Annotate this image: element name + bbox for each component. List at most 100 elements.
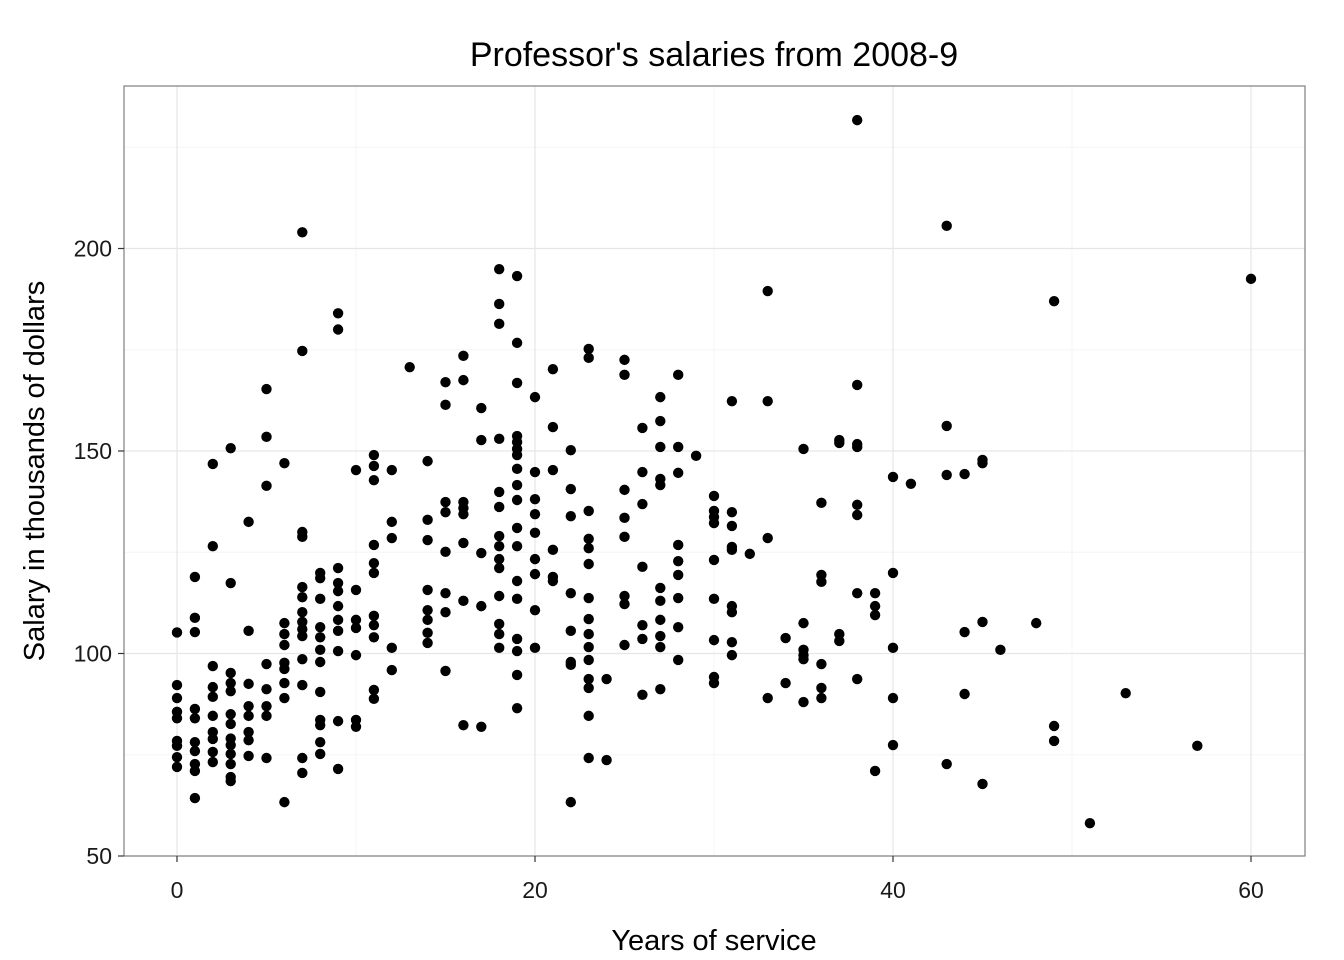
data-point <box>332 614 344 626</box>
data-point <box>887 692 899 704</box>
data-point <box>673 569 684 581</box>
data-point <box>977 457 988 469</box>
data-point <box>458 374 469 386</box>
data-point <box>189 792 201 804</box>
data-point <box>350 721 362 733</box>
data-point <box>852 587 863 599</box>
data-point <box>189 612 201 624</box>
data-point <box>601 673 612 685</box>
data-point <box>422 604 433 616</box>
data-point <box>529 466 541 478</box>
data-point <box>511 479 523 491</box>
data-point <box>565 796 576 808</box>
data-point <box>297 630 308 642</box>
data-point <box>708 517 720 529</box>
data-point <box>869 765 881 777</box>
data-point <box>673 539 684 551</box>
data-point <box>368 567 380 579</box>
data-point <box>529 604 541 616</box>
data-point <box>279 457 290 469</box>
data-point <box>315 593 326 605</box>
data-point <box>941 420 952 432</box>
data-point <box>511 494 523 506</box>
data-point <box>440 496 451 508</box>
data-point <box>332 585 344 597</box>
data-point <box>655 614 666 626</box>
data-point <box>261 710 272 722</box>
data-point <box>225 577 236 589</box>
data-point <box>440 587 451 599</box>
data-point <box>726 395 738 407</box>
data-point <box>583 505 594 517</box>
data-point <box>959 468 970 480</box>
data-point <box>547 544 559 556</box>
data-point <box>869 587 881 599</box>
data-point <box>619 369 630 381</box>
data-point <box>619 531 630 543</box>
data-point <box>726 506 738 518</box>
data-point <box>852 441 863 453</box>
data-point <box>207 660 218 672</box>
y-tick-label: 100 <box>74 641 112 667</box>
chart-title: Professor's salaries from 2008-9 <box>470 36 958 74</box>
data-point <box>261 383 272 395</box>
data-point <box>1048 295 1060 307</box>
data-point <box>529 391 541 403</box>
data-point <box>637 422 648 434</box>
data-point <box>315 736 326 748</box>
data-point <box>816 497 827 509</box>
data-point <box>511 633 523 645</box>
data-point <box>332 562 344 574</box>
data-point <box>189 626 201 638</box>
data-point <box>386 532 397 544</box>
data-point <box>816 576 827 588</box>
data-point <box>941 758 952 770</box>
data-point <box>547 421 559 433</box>
data-point <box>494 628 505 640</box>
data-point <box>422 637 433 649</box>
data-point <box>798 443 809 455</box>
data-point <box>816 658 827 670</box>
data-point <box>619 598 630 610</box>
data-point <box>386 664 397 676</box>
data-point <box>297 531 308 543</box>
data-point <box>476 434 487 446</box>
data-point <box>852 509 863 521</box>
data-point <box>529 568 541 580</box>
data-point <box>583 558 594 570</box>
axes: 0 20 40 60 50 100 150 200 <box>74 236 1264 904</box>
data-point <box>887 642 899 654</box>
data-point <box>368 539 380 551</box>
data-point <box>261 752 272 764</box>
data-point <box>189 703 201 715</box>
data-point <box>959 626 970 638</box>
data-point <box>816 682 827 694</box>
data-point <box>297 653 308 665</box>
data-point <box>655 595 666 607</box>
data-point <box>171 627 183 638</box>
data-point <box>995 644 1006 656</box>
data-point <box>726 544 738 556</box>
data-point <box>315 656 326 668</box>
data-point <box>171 692 183 704</box>
data-point <box>458 595 469 607</box>
data-point <box>511 593 523 605</box>
data-point <box>744 548 755 560</box>
data-point <box>655 415 666 427</box>
data-point <box>726 636 738 648</box>
data-point <box>225 685 236 697</box>
data-point <box>494 263 505 275</box>
data-point <box>494 562 505 574</box>
data-point <box>243 625 254 637</box>
data-point <box>619 639 630 651</box>
y-axis-label: Salary in thousands of dollars <box>19 281 51 661</box>
data-point <box>583 673 594 685</box>
data-point <box>171 713 183 724</box>
data-point <box>762 285 773 297</box>
data-point <box>655 391 666 403</box>
data-point <box>565 625 576 637</box>
data-point <box>619 354 630 366</box>
data-point <box>368 449 380 461</box>
data-point <box>655 441 666 453</box>
data-point <box>225 442 236 454</box>
